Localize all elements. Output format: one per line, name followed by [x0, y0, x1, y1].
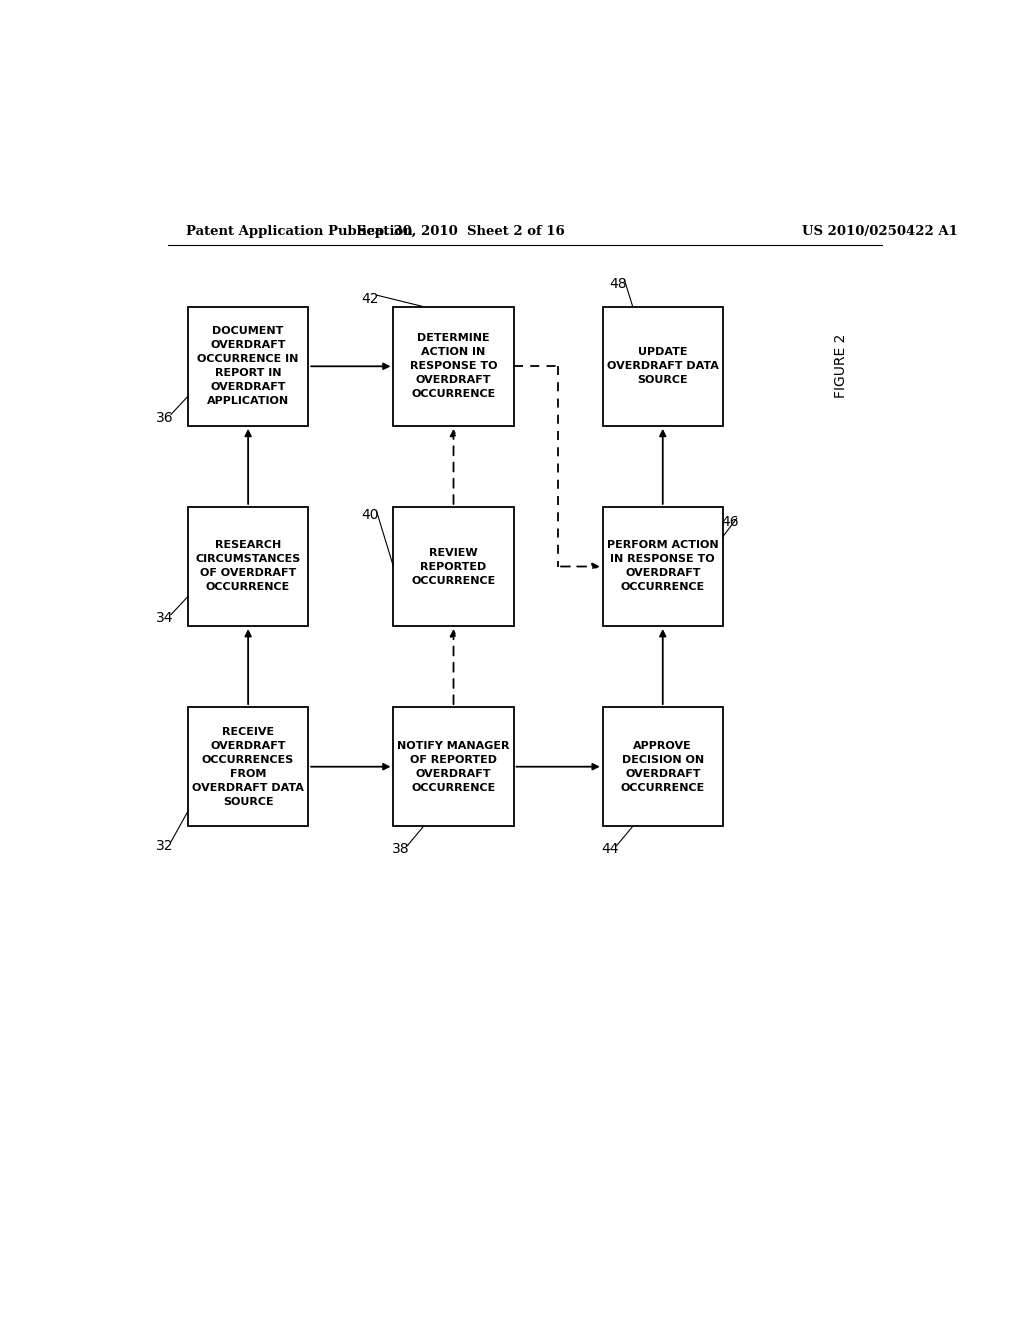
Bar	[393, 708, 514, 826]
Text: 40: 40	[361, 507, 379, 521]
Text: RECEIVE
OVERDRAFT
OCCURRENCES
FROM
OVERDRAFT DATA
SOURCE: RECEIVE OVERDRAFT OCCURRENCES FROM OVERD…	[193, 727, 304, 807]
Text: UPDATE
OVERDRAFT DATA
SOURCE: UPDATE OVERDRAFT DATA SOURCE	[607, 347, 719, 385]
Text: APPROVE
DECISION ON
OVERDRAFT
OCCURRENCE: APPROVE DECISION ON OVERDRAFT OCCURRENCE	[621, 741, 705, 793]
Text: Patent Application Publication: Patent Application Publication	[186, 224, 413, 238]
Text: DETERMINE
ACTION IN
RESPONSE TO
OVERDRAFT
OCCURRENCE: DETERMINE ACTION IN RESPONSE TO OVERDRAF…	[410, 334, 498, 400]
Bar	[603, 306, 723, 426]
Text: 42: 42	[361, 292, 379, 306]
Text: DOCUMENT
OVERDRAFT
OCCURRENCE IN
REPORT IN
OVERDRAFT
APPLICATION: DOCUMENT OVERDRAFT OCCURRENCE IN REPORT …	[198, 326, 299, 407]
Text: 34: 34	[156, 611, 173, 626]
Bar	[393, 306, 514, 426]
Text: 44: 44	[602, 842, 620, 857]
Bar	[603, 507, 723, 626]
Bar	[188, 306, 308, 426]
Text: 48: 48	[609, 276, 627, 290]
Text: 32: 32	[156, 838, 173, 853]
Text: Sep. 30, 2010  Sheet 2 of 16: Sep. 30, 2010 Sheet 2 of 16	[357, 224, 565, 238]
Text: PERFORM ACTION
IN RESPONSE TO
OVERDRAFT
OCCURRENCE: PERFORM ACTION IN RESPONSE TO OVERDRAFT …	[607, 540, 719, 593]
Text: NOTIFY MANAGER
OF REPORTED
OVERDRAFT
OCCURRENCE: NOTIFY MANAGER OF REPORTED OVERDRAFT OCC…	[397, 741, 510, 793]
Text: 36: 36	[156, 412, 174, 425]
Text: FIGURE 2: FIGURE 2	[834, 334, 848, 399]
Bar	[603, 708, 723, 826]
Bar	[393, 507, 514, 626]
Bar	[188, 507, 308, 626]
Text: 46: 46	[722, 515, 739, 529]
Text: US 2010/0250422 A1: US 2010/0250422 A1	[802, 224, 958, 238]
Bar	[188, 708, 308, 826]
Text: 38: 38	[392, 842, 410, 857]
Text: RESEARCH
CIRCUMSTANCES
OF OVERDRAFT
OCCURRENCE: RESEARCH CIRCUMSTANCES OF OVERDRAFT OCCU…	[196, 540, 301, 593]
Text: REVIEW
REPORTED
OCCURRENCE: REVIEW REPORTED OCCURRENCE	[412, 548, 496, 586]
